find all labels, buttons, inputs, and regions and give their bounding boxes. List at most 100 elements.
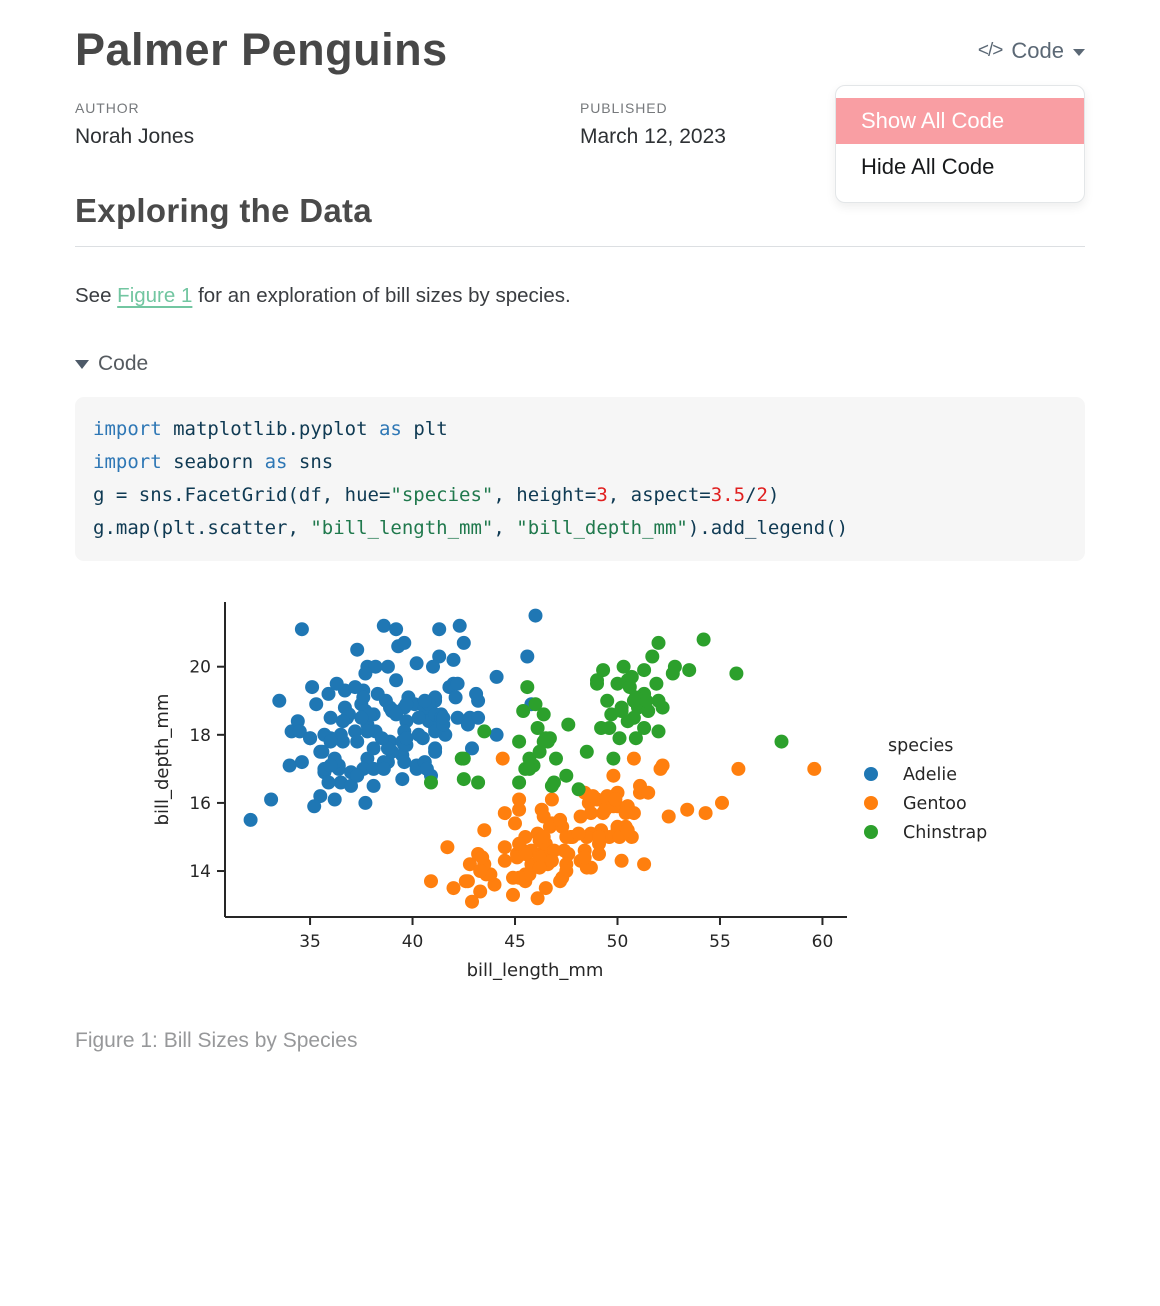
data-point [639,693,654,708]
data-point [559,768,574,783]
figure-1-link[interactable]: Figure 1 [117,284,193,307]
data-point [577,850,592,865]
data-point [489,727,504,742]
data-point [497,853,512,868]
data-point [549,751,563,766]
data-point [380,741,395,756]
data-point [440,840,455,855]
data-point [389,707,404,722]
data-point [360,724,375,739]
data-point [651,724,666,739]
data-point [380,659,395,674]
data-point [536,830,551,844]
data-point [606,751,621,766]
data-point [536,809,551,824]
data-point [508,816,522,831]
figure-caption: Figure 1: Bill Sizes by Species [75,1029,358,1052]
series-adelie [243,608,543,827]
data-point [446,652,461,667]
data-point [698,806,713,821]
data-point [456,635,471,650]
data-point [579,744,594,759]
chevron-down-icon [1073,49,1085,56]
scatter-plot: 35 40 45 50 55 60 14 16 18 20 bill_length_mm bill_d… [152,602,987,981]
data-point [614,704,629,718]
data-point [465,894,479,909]
data-point [374,731,389,746]
data-point [370,686,385,701]
data-point [538,881,553,896]
menu-item-show-all-code[interactable]: Show All Code [836,98,1084,144]
section-divider [75,246,1085,247]
published-label: PUBLISHED [580,100,668,116]
y-axis-label: bill_depth_mm [152,694,173,826]
code-fold-label: Code [98,352,149,375]
meta-author: AUTHOR Norah Jones [75,100,580,149]
data-point [450,676,465,691]
data-point [561,717,576,732]
data-point [614,853,629,868]
code-line: g.map(plt.scatter, "bill_length_mm", "bi… [93,517,849,539]
data-point [356,690,371,705]
data-point [315,744,330,759]
data-point [417,693,432,708]
data-point [432,649,447,664]
data-point [624,669,639,684]
data-point [512,802,527,817]
data-point [432,622,447,637]
data-point [520,649,535,664]
y-tick-label: 16 [189,794,211,814]
code-fold-toggle[interactable]: Code [75,352,1085,376]
header: Palmer Penguins </> Code Show All Code H… [75,24,1085,203]
x-axis-label: bill_length_mm [467,960,604,981]
data-point [243,812,258,827]
data-point [655,700,670,715]
data-point [553,874,568,889]
menu-item-hide-all-code[interactable]: Hide All Code [861,154,995,179]
data-point [715,795,729,810]
data-point [512,836,527,851]
data-point [321,775,336,790]
code-menu-button-label: Code [1011,38,1064,63]
data-point [450,710,465,725]
data-point [294,755,309,770]
data-point [397,755,412,770]
data-point [506,870,520,885]
data-point [680,802,695,817]
code-menu-button[interactable]: </> Code [978,38,1085,64]
data-point [344,778,358,793]
data-point [520,680,535,695]
data-point [557,843,572,858]
data-point [729,666,744,681]
data-point [376,761,391,776]
data-point [637,857,652,872]
data-point [571,826,586,841]
series-chinstrap [424,632,789,797]
paragraph-text-after: for an exploration of bill sizes by spec… [192,284,571,307]
data-point [309,697,324,712]
data-point [428,744,443,759]
triangle-down-icon [75,359,89,369]
data-point [528,697,543,712]
data-point [348,680,363,695]
data-point [395,772,410,787]
series-gentoo [424,751,822,909]
axes [217,602,847,925]
data-point [544,853,559,868]
data-point [366,761,381,776]
data-point [350,768,365,783]
legend-label-gentoo: Gentoo [903,794,967,814]
data-point [606,768,621,783]
data-point [553,812,568,827]
data-point [807,761,822,776]
data-point [522,751,537,766]
data-point [456,772,471,787]
data-point [471,710,486,725]
data-point [368,659,383,674]
x-tick-label: 35 [299,932,321,952]
data-point [516,704,531,718]
data-point [530,891,545,906]
data-point [506,887,520,902]
published-date: March 12, 2023 [580,125,726,148]
data-point [626,710,641,725]
